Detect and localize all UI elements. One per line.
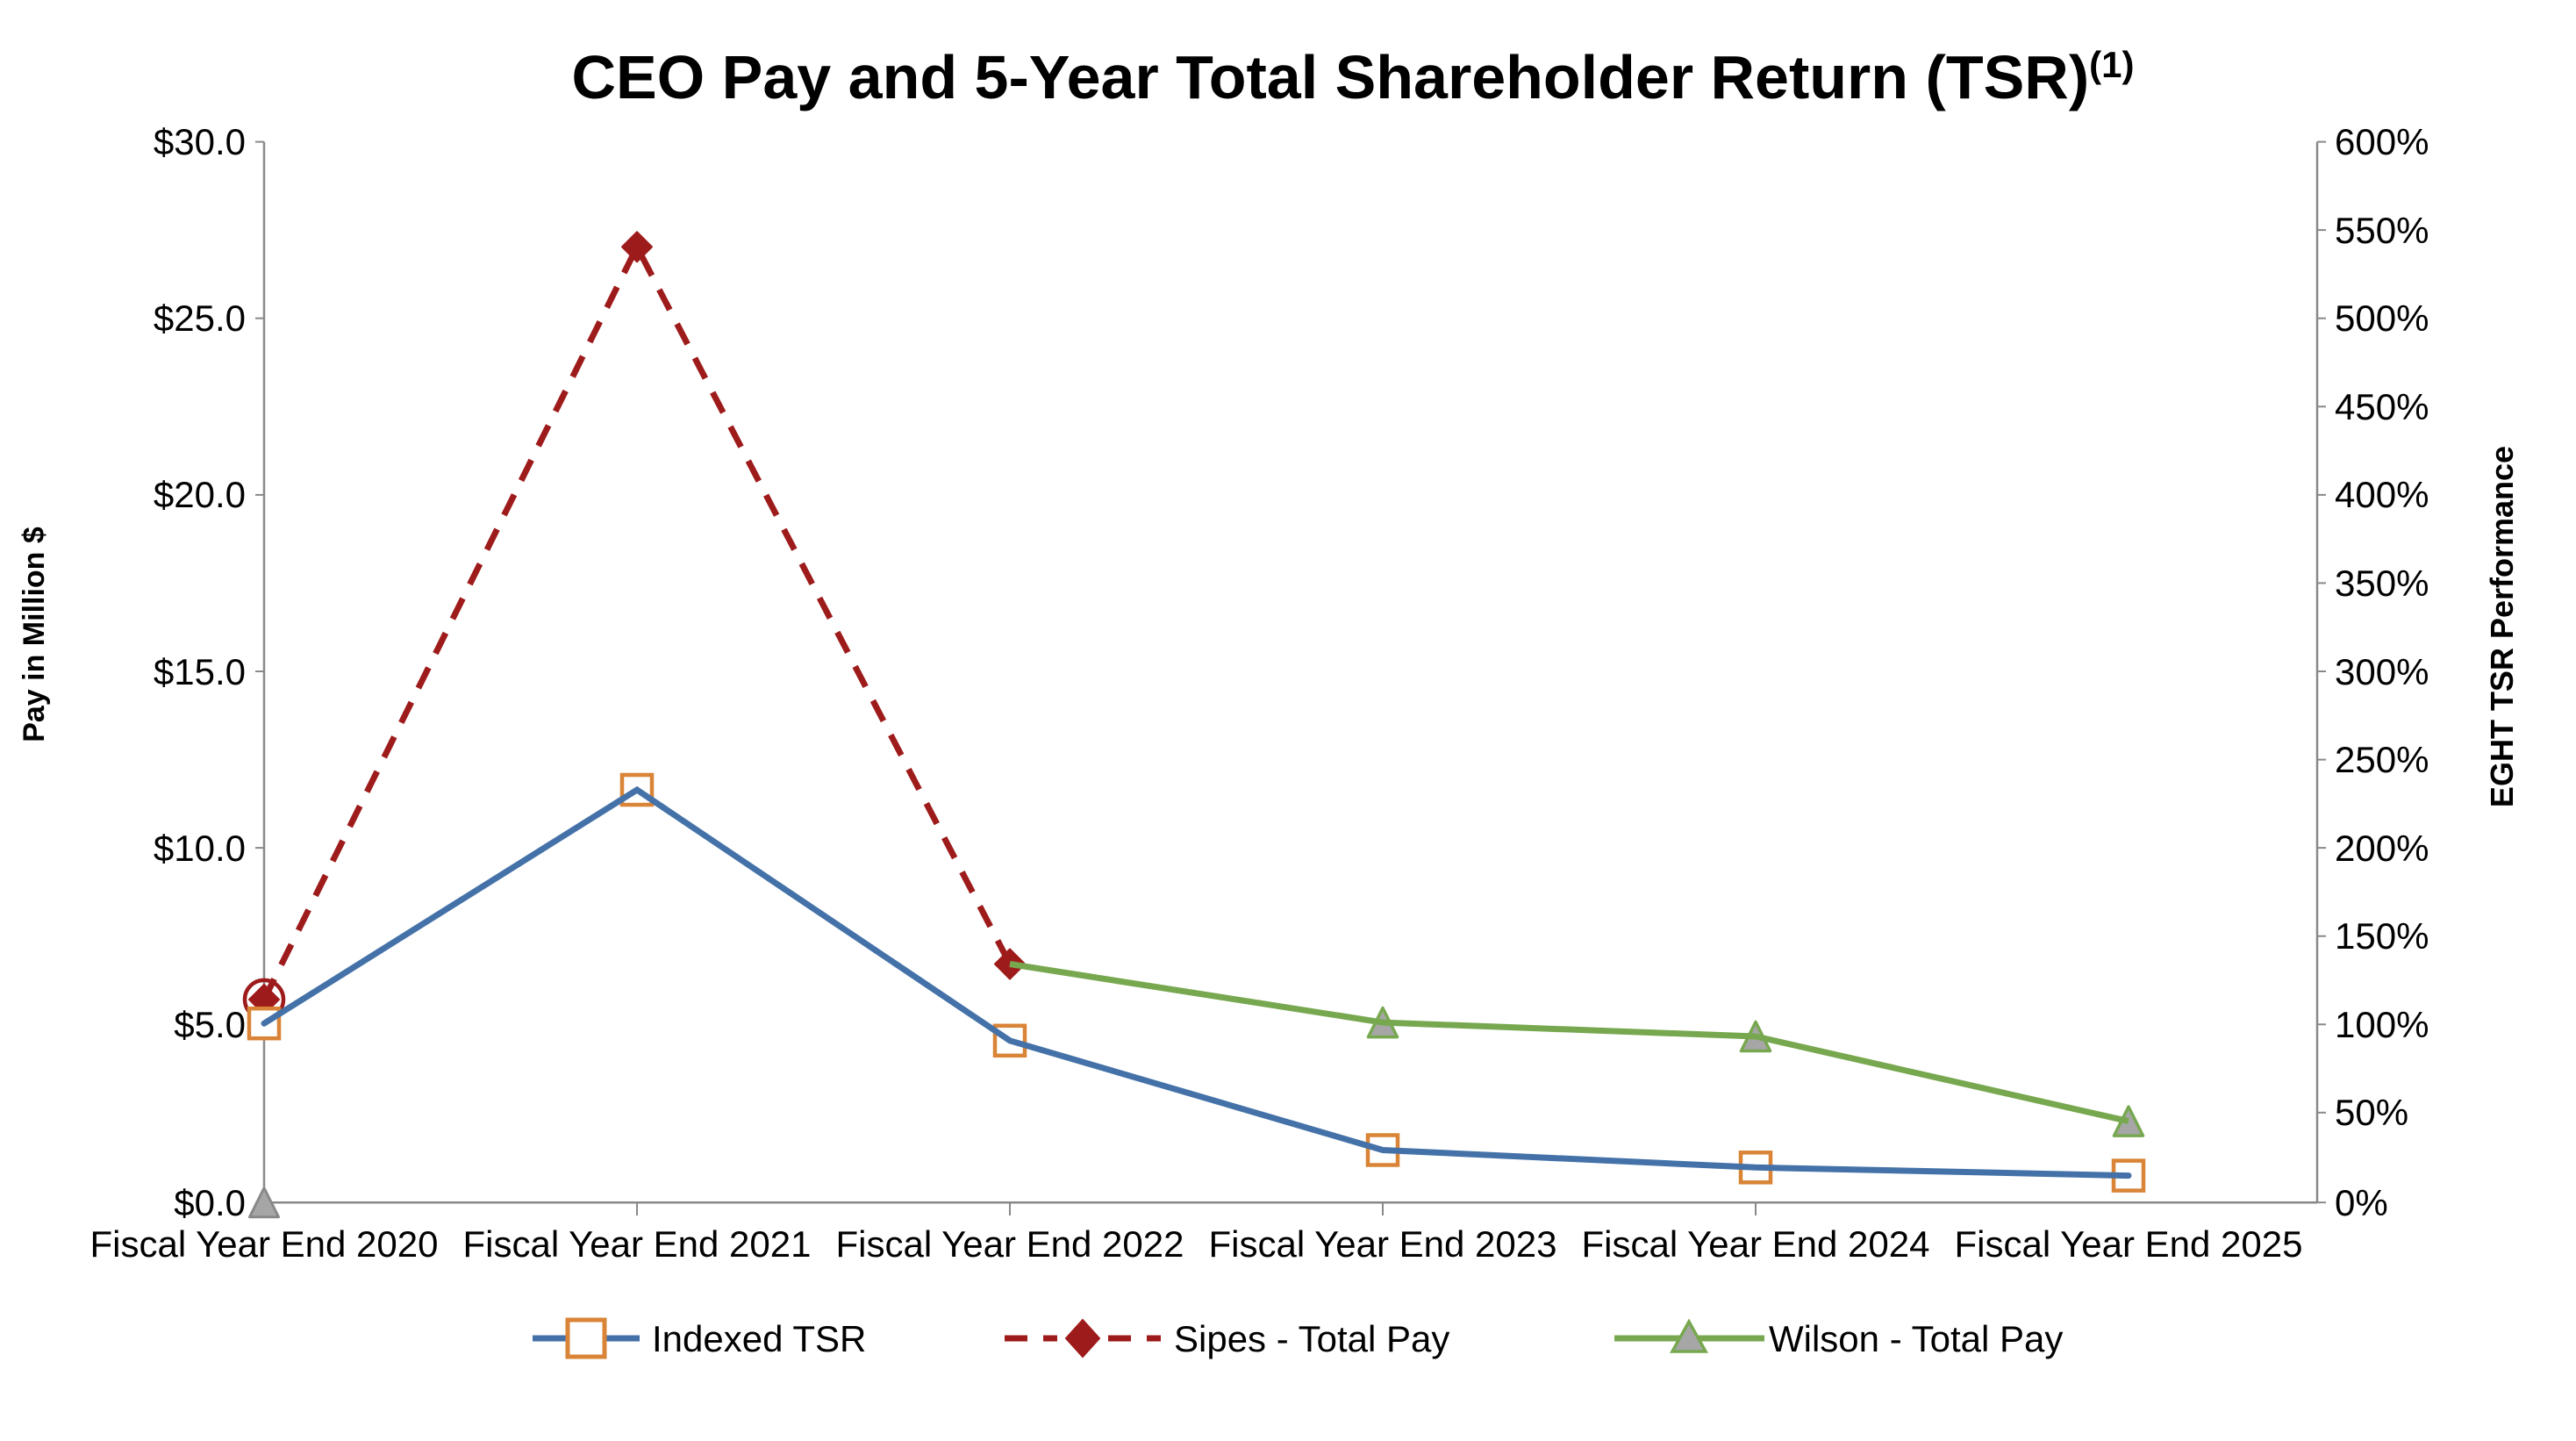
svg-text:Fiscal Year End 2021: Fiscal Year End 2021 (463, 1223, 812, 1265)
svg-text:$5.0: $5.0 (174, 1004, 246, 1045)
svg-text:Wilson - Total Pay: Wilson - Total Pay (1769, 1318, 2063, 1359)
svg-text:500%: 500% (2335, 298, 2429, 339)
svg-text:Sipes - Total Pay: Sipes - Total Pay (1174, 1318, 1449, 1359)
svg-text:350%: 350% (2335, 563, 2429, 604)
svg-text:CEO Pay and 5-Year Total Share: CEO Pay and 5-Year Total Shareholder Ret… (572, 43, 2135, 111)
svg-text:$15.0: $15.0 (154, 651, 246, 692)
svg-text:550%: 550% (2335, 210, 2429, 251)
svg-text:300%: 300% (2335, 651, 2429, 692)
svg-text:Fiscal Year End 2024: Fiscal Year End 2024 (1582, 1223, 1930, 1265)
svg-text:Fiscal Year End 2020: Fiscal Year End 2020 (90, 1223, 439, 1265)
svg-text:0%: 0% (2335, 1182, 2388, 1223)
svg-text:$20.0: $20.0 (154, 474, 246, 515)
svg-text:200%: 200% (2335, 828, 2429, 869)
svg-text:400%: 400% (2335, 474, 2429, 515)
svg-text:100%: 100% (2335, 1004, 2429, 1045)
svg-text:Pay in Million $: Pay in Million $ (18, 527, 51, 742)
svg-text:Fiscal Year End 2023: Fiscal Year End 2023 (1209, 1223, 1557, 1265)
svg-text:250%: 250% (2335, 739, 2429, 780)
svg-text:$10.0: $10.0 (154, 828, 246, 869)
svg-text:$30.0: $30.0 (154, 121, 246, 162)
svg-text:Fiscal Year End 2025: Fiscal Year End 2025 (1955, 1223, 2303, 1265)
svg-text:EGHT TSR Performance: EGHT TSR Performance (2484, 446, 2520, 807)
svg-text:$25.0: $25.0 (154, 298, 246, 339)
svg-text:450%: 450% (2335, 386, 2429, 427)
svg-text:150%: 150% (2335, 915, 2429, 957)
svg-text:$0.0: $0.0 (174, 1182, 246, 1223)
svg-text:50%: 50% (2335, 1092, 2408, 1133)
svg-text:600%: 600% (2335, 121, 2429, 162)
svg-text:Indexed TSR: Indexed TSR (652, 1318, 866, 1359)
svg-text:Fiscal Year End 2022: Fiscal Year End 2022 (836, 1223, 1184, 1265)
